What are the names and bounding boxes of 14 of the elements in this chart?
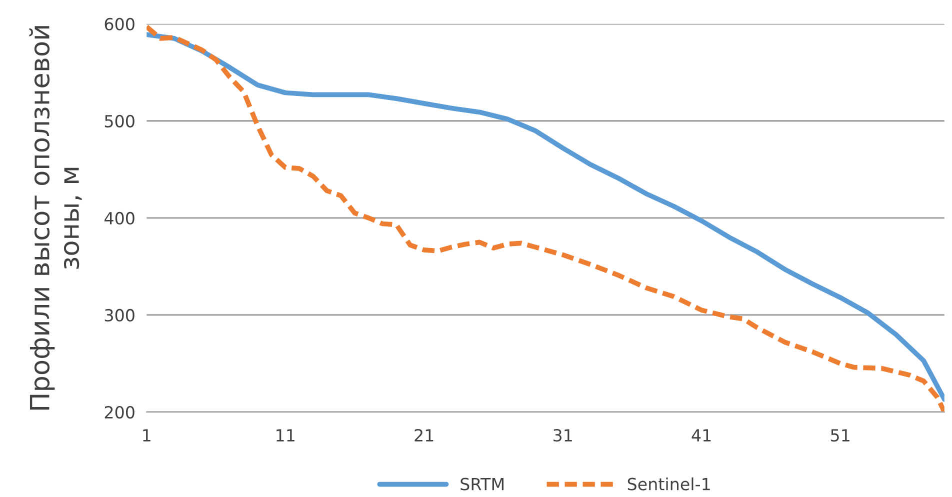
x-tick-label: 41 <box>692 429 711 442</box>
y-tick-label: 600 <box>104 18 134 30</box>
x-tick-label: 31 <box>554 428 572 442</box>
y-tick-label: 300 <box>104 308 134 322</box>
x-tick-label: 11 <box>276 429 294 442</box>
y-tick-label: 400 <box>104 212 134 225</box>
x-tick-label: 21 <box>414 428 434 442</box>
x-tick-label: 1 <box>143 429 150 442</box>
y-tick-label: 500 <box>104 114 134 128</box>
legend-label: SRTM <box>460 478 504 490</box>
y-axis-title: Профили высот оползневой зоны, м <box>29 26 82 410</box>
legend-label: Sentinel-1 <box>628 477 710 490</box>
x-tick-label: 51 <box>831 429 850 442</box>
y-tick-label: 200 <box>104 406 134 419</box>
